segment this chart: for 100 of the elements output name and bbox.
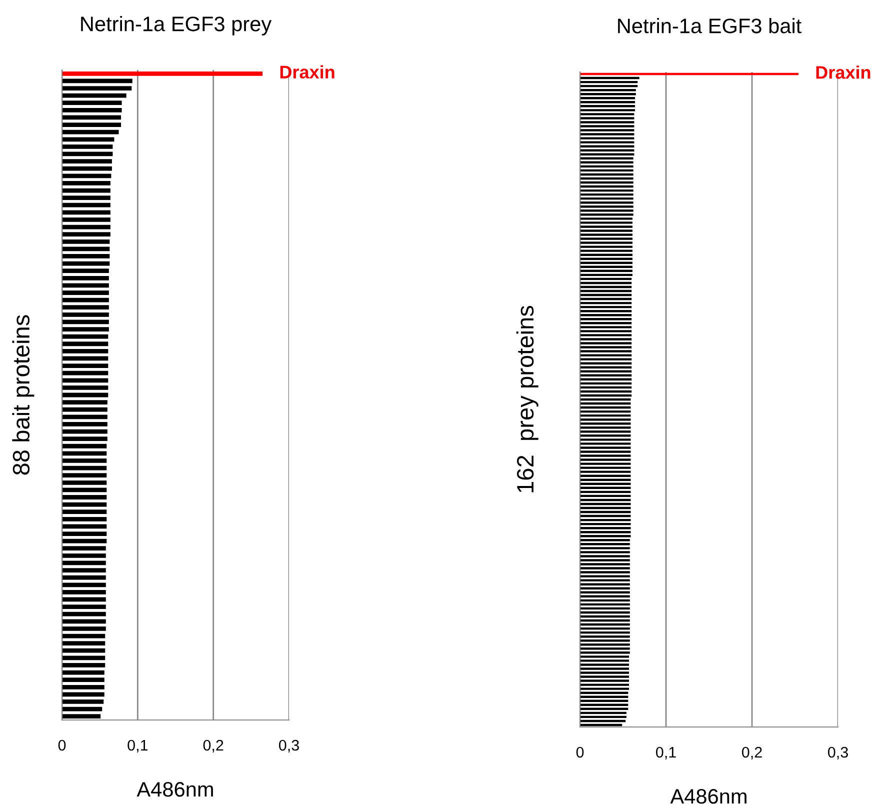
bar [580, 250, 632, 252]
bar [580, 555, 630, 558]
bar [580, 330, 632, 332]
y-axis-title: 88 bait proteins [12, 315, 34, 475]
annotation: Draxin [280, 65, 334, 78]
bar [62, 495, 107, 500]
bar [580, 80, 638, 84]
x-tick-label: 0,3 [828, 746, 848, 760]
x-tick-label: 0,2 [742, 746, 762, 760]
bar [62, 451, 107, 456]
bar [580, 547, 630, 550]
x-tick-label: 0,2 [203, 740, 224, 752]
bar [580, 462, 631, 465]
bar [580, 450, 631, 453]
bar [580, 635, 630, 638]
bar [580, 559, 630, 562]
bar [62, 568, 106, 572]
bar [62, 641, 106, 646]
bar [62, 188, 110, 193]
bar [580, 254, 632, 256]
bar [580, 543, 630, 546]
bar [62, 78, 132, 84]
bar [580, 551, 630, 554]
bar [62, 392, 108, 398]
bar [62, 538, 107, 544]
bar [580, 97, 636, 100]
bar [580, 218, 632, 220]
bar [62, 634, 106, 638]
bar [62, 436, 108, 442]
bar [62, 502, 107, 507]
bar [580, 181, 634, 184]
bar [580, 652, 630, 654]
bar [62, 692, 104, 697]
chart-title: Netrin-1a EGF3 prey [81, 16, 272, 36]
x-axis-title: A486nm [670, 789, 746, 804]
bar [580, 430, 631, 433]
bar [580, 446, 631, 449]
bar [580, 262, 632, 264]
bar [62, 202, 110, 208]
bar [62, 86, 132, 90]
bar [580, 579, 630, 582]
bar [62, 378, 108, 383]
bar [62, 466, 107, 470]
bar [62, 626, 106, 631]
x-tick-label: 0 [58, 740, 66, 751]
bar [580, 274, 632, 276]
bar [62, 546, 106, 551]
bar [580, 474, 631, 477]
bar [580, 137, 634, 140]
bar [62, 700, 104, 704]
bar [62, 678, 104, 682]
bar [62, 516, 107, 522]
bar [62, 444, 107, 448]
bar [62, 276, 109, 280]
x-tick-label: 0,1 [128, 740, 148, 752]
bar [62, 196, 110, 200]
bar [580, 105, 636, 108]
bar [62, 612, 106, 616]
bar [62, 488, 107, 492]
bar [62, 246, 110, 252]
bar [580, 434, 631, 437]
bar [62, 334, 108, 339]
bar [62, 254, 110, 258]
bar [62, 100, 122, 106]
bar [580, 214, 634, 216]
bar [580, 141, 634, 144]
bar [580, 88, 636, 92]
bar [62, 510, 107, 514]
bar [62, 706, 102, 712]
bar [580, 631, 630, 634]
bar [62, 714, 101, 719]
bar [580, 238, 632, 240]
bar [62, 532, 107, 536]
bar [580, 242, 632, 244]
bar [62, 473, 107, 478]
bar [580, 611, 630, 614]
bar [580, 668, 630, 670]
bar [62, 218, 110, 222]
bar [62, 356, 108, 361]
bar [580, 201, 634, 204]
bar [580, 226, 632, 228]
bar [62, 386, 108, 390]
bar [62, 663, 106, 668]
bar [62, 144, 113, 149]
bar [62, 305, 109, 310]
bar [580, 189, 634, 192]
bar [580, 672, 630, 674]
bar [580, 169, 634, 172]
bar [580, 563, 630, 566]
bar [580, 161, 634, 164]
bar [62, 320, 109, 324]
bar [580, 466, 631, 469]
bar [62, 137, 114, 142]
bar [580, 334, 632, 336]
bar [62, 414, 108, 420]
bar [580, 72, 798, 76]
bar [580, 442, 631, 445]
bar [580, 210, 634, 212]
bar [580, 322, 632, 324]
bar [62, 400, 108, 404]
